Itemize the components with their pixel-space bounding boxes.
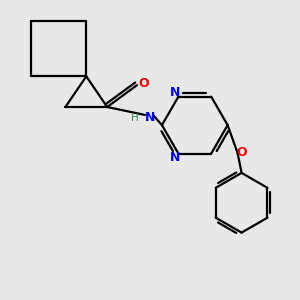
Text: N: N: [145, 111, 155, 124]
Text: O: O: [139, 76, 149, 90]
Text: H: H: [131, 113, 139, 123]
Text: N: N: [170, 86, 181, 99]
Text: O: O: [236, 146, 247, 160]
Text: N: N: [170, 151, 181, 164]
